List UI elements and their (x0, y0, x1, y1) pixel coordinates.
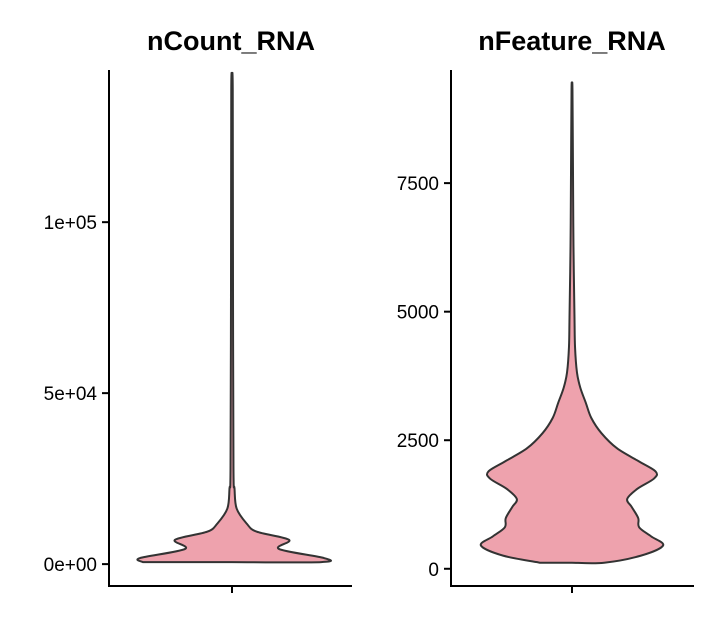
y-tick-label: 7500 (397, 174, 439, 195)
violin-shape (479, 81, 665, 565)
panel-title: nFeature_RNA (478, 26, 666, 56)
y-tick-label: 5000 (397, 303, 439, 324)
y-tick-label: 0 (428, 560, 439, 581)
y-tick-label: 1e+05 (44, 213, 97, 234)
y-tick-label: 0e+00 (44, 555, 97, 576)
y-tick-label: 2500 (397, 431, 439, 452)
panel-title: nCount_RNA (147, 26, 315, 56)
y-tick-label: 5e+04 (44, 384, 98, 405)
panel-nfeature-rna: nFeature_RNA 0 2500 5000 7500 (397, 26, 694, 593)
panel-ncount-rna: nCount_RNA 0e+00 5e+04 1e+05 (44, 26, 352, 593)
violin-shape (136, 71, 333, 564)
